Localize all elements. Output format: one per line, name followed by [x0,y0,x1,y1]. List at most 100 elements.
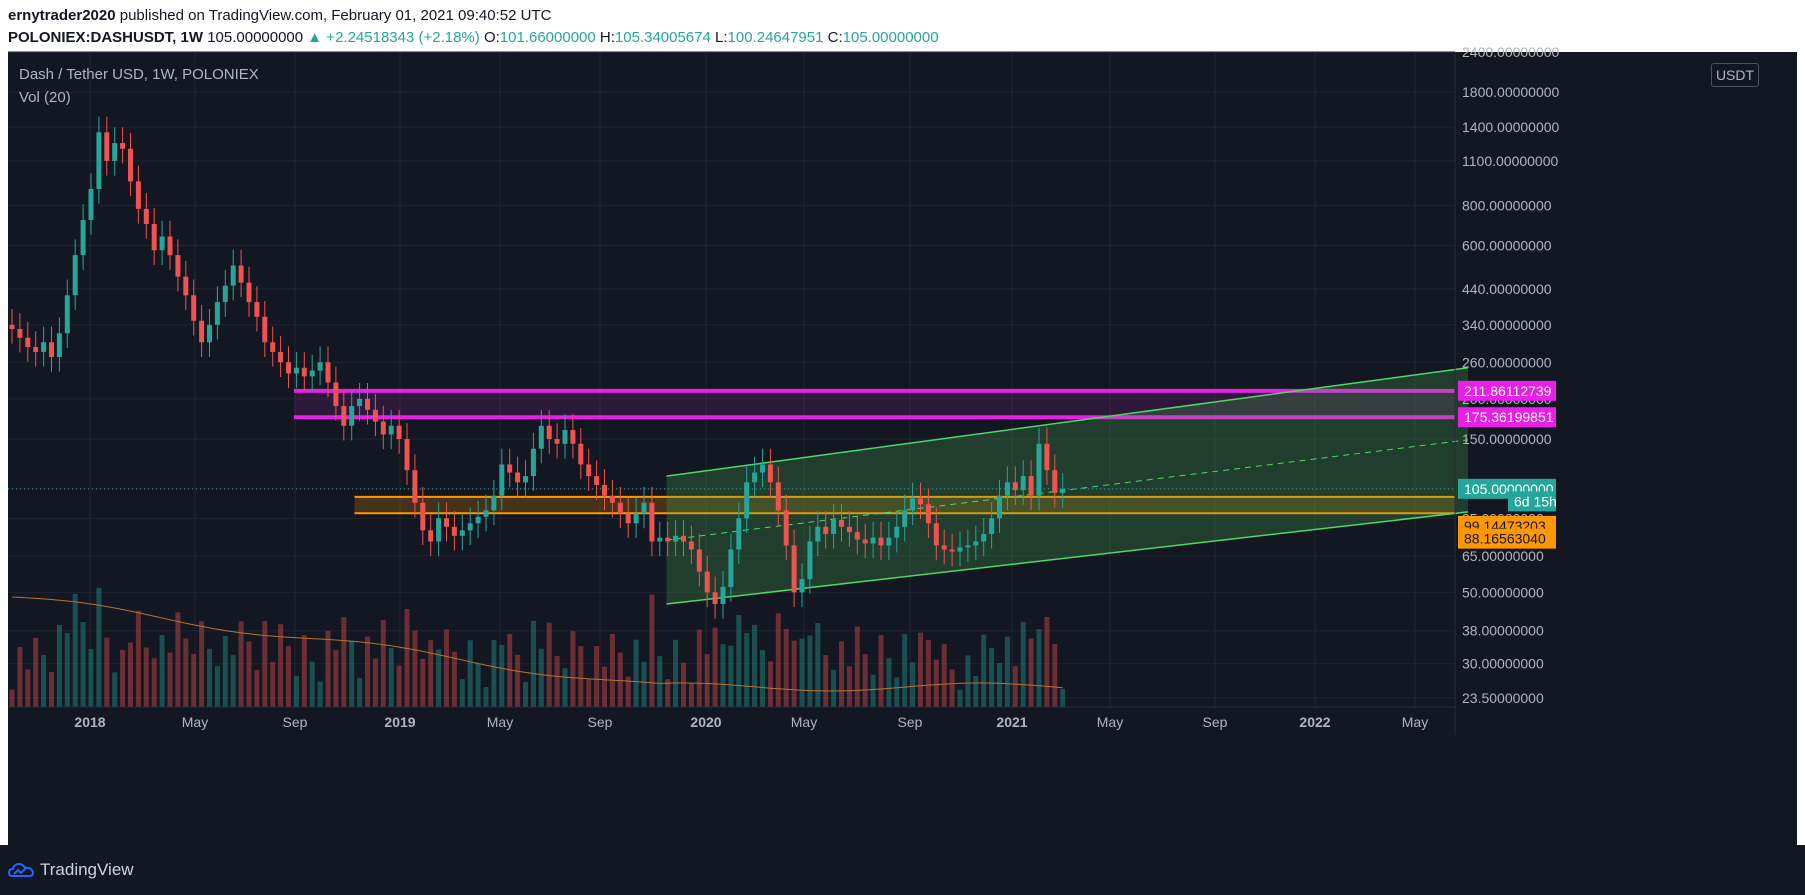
candle-body [696,549,702,572]
candle-body [341,406,347,426]
volume-bar [1036,629,1042,707]
x-tick-label: 2019 [384,714,415,730]
x-tick-label: 2022 [1299,714,1330,730]
volume-bar [783,629,789,707]
candle-body [633,513,639,524]
candle-body [365,398,370,410]
volume-bar [64,633,70,707]
candle-body [562,430,568,444]
candle-body [720,586,726,605]
volume-bar [333,650,339,707]
volume-bar [760,649,765,707]
candle-body [467,523,473,531]
volume-bar [143,647,149,707]
volume-bar [554,656,560,707]
candle-body [167,236,173,256]
volume-bar [657,656,663,707]
candle-body [507,464,513,473]
currency-button[interactable]: USDT [1711,63,1759,87]
candle-body [1028,476,1034,496]
volume-bar [183,638,189,707]
legend-title: Dash / Tether USD, 1W, POLONIEX [19,66,259,83]
volume-bar [641,661,647,707]
volume-bar [483,687,489,707]
volume-bar [159,635,165,707]
chart-area[interactable] [8,52,1797,845]
x-tick-label: May [791,714,817,730]
volume-bar [617,652,623,707]
high-value: 105.34005674 [614,29,711,46]
candle-body [823,526,829,534]
volume-bar [720,644,726,707]
tradingview-logo[interactable]: TradingView [8,860,134,880]
candle-body [246,282,252,303]
volume-bar [767,661,773,707]
candle-body [151,223,157,251]
symbol-name: POLONIEX:DASHUSDT, 1W [8,29,204,46]
author-name[interactable]: ernytrader2020 [8,7,116,24]
candle-body [459,530,465,536]
volume-bar [404,609,410,707]
volume-bar [918,632,923,707]
volume-bar [88,649,94,707]
volume-bar [396,665,402,707]
y-tick-label: 340.00000000 [1462,317,1552,333]
candle-body [41,342,47,352]
y-tick-label: 38.00000000 [1462,623,1544,639]
price-label-text: 175.36199851 [1464,409,1554,425]
candle-body [230,265,236,286]
volume-bar [894,677,900,707]
volume-bar [278,624,284,707]
price-label-badge [1458,380,1556,401]
price-chart[interactable]: 2400.00000000 1800.00000000 1400.00000000 1… [0,0,1805,845]
candle-body [910,498,916,511]
volume-bar [341,617,347,707]
candle-body [396,425,402,440]
volume-bar [712,627,718,707]
volume-bar [941,643,947,707]
candle-body [88,188,94,221]
low-label: L: [715,29,728,46]
volume-bar [925,640,931,707]
candle-body [807,541,813,580]
candle-body [183,276,189,296]
volume-bar [262,621,268,707]
candle-body [293,367,299,374]
volume-bar [823,655,829,707]
volume-bar [933,659,939,707]
candle-body [515,472,521,483]
volume-bar [997,663,1002,707]
volume-bar [128,642,133,707]
volume-bar [902,634,908,707]
price-change: ▲ +2.24518343 (+2.18%) [307,29,480,46]
volume-bar [530,620,536,707]
y-tick-label: 30.00000000 [1462,656,1544,672]
price-label-text: 88.16563040 [1464,531,1546,547]
volume-bar [649,594,655,707]
volume-bar [9,689,15,707]
y-tick-label: 1800.00000000 [1462,84,1560,100]
volume-bar [688,683,694,707]
volume-bar [791,640,797,707]
candle-body [475,516,481,524]
volume-bar [293,675,299,707]
x-tick-label: May [1402,714,1428,730]
volume-bar [633,639,639,707]
volume-bar [839,641,844,707]
x-tick-label: 2020 [690,714,721,730]
volume-bar [799,638,805,707]
price-label-text: 211.86112739 [1464,383,1552,399]
price-label-badge [1508,491,1556,512]
candle-body [159,236,165,251]
volume-bar [309,661,315,707]
channel-fill [666,367,1468,605]
candle-body [388,425,394,435]
volume-bar [744,633,750,707]
candle-body [949,549,955,552]
candle-body [9,324,15,329]
candle-body [965,545,971,548]
candle-body [736,518,742,550]
volume-bar [1044,616,1050,707]
candle-body [56,333,62,357]
candle-body [286,362,291,374]
